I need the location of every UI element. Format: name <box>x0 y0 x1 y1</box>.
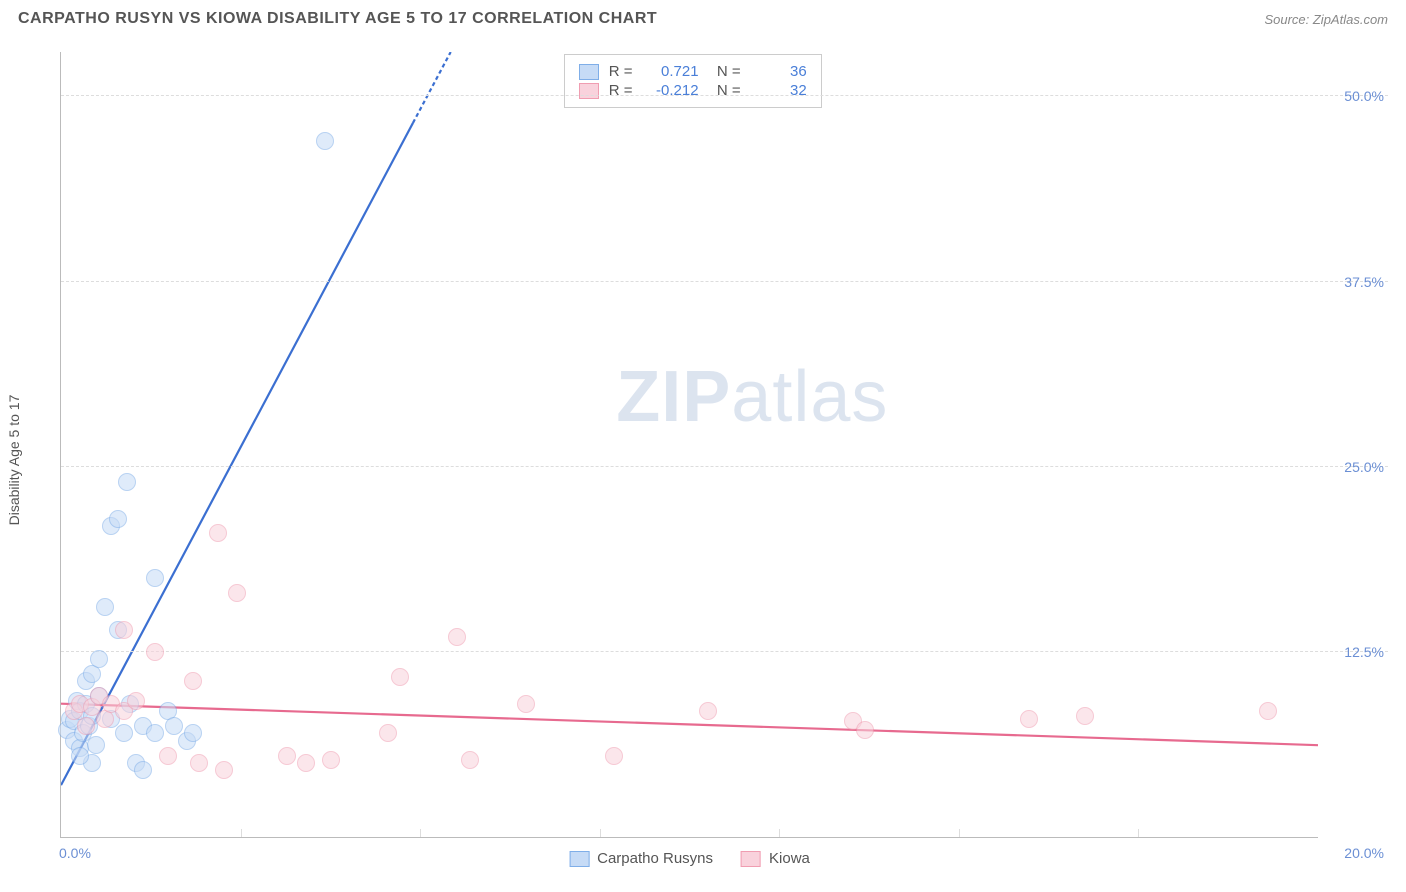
legend-swatch <box>741 851 761 867</box>
data-point <box>699 702 717 720</box>
data-point <box>517 695 535 713</box>
data-point <box>109 510 127 528</box>
data-point <box>190 754 208 772</box>
gridline-v <box>600 829 601 837</box>
data-point <box>448 628 466 646</box>
gridline-v <box>959 829 960 837</box>
data-point <box>215 761 233 779</box>
data-point <box>87 736 105 754</box>
data-point <box>209 524 227 542</box>
chart-title: CARPATHO RUSYN VS KIOWA DISABILITY AGE 5… <box>18 10 657 28</box>
x-axis-max-label: 20.0% <box>1344 845 1384 861</box>
legend-n-value: 36 <box>751 63 807 80</box>
data-point <box>322 751 340 769</box>
data-point <box>278 747 296 765</box>
data-point <box>159 747 177 765</box>
chart-area: Disability Age 5 to 17 ZIPatlas R =0.721… <box>18 40 1388 880</box>
legend-item: Carpatho Rusyns <box>569 850 713 867</box>
legend-n-value: 32 <box>751 82 807 99</box>
gridline-v <box>420 829 421 837</box>
data-point <box>1259 702 1277 720</box>
y-tick-label: 37.5% <box>1344 274 1384 290</box>
legend-r-value: -0.212 <box>643 82 699 99</box>
series-legend: Carpatho Rusyns Kiowa <box>569 850 810 867</box>
data-point <box>391 668 409 686</box>
gridline-v <box>779 829 780 837</box>
data-point <box>146 569 164 587</box>
gridline-v <box>241 829 242 837</box>
data-point <box>228 584 246 602</box>
source-label: Source: ZipAtlas.com <box>1264 12 1388 27</box>
gridline-h <box>61 281 1388 282</box>
data-point <box>90 650 108 668</box>
data-point <box>1076 707 1094 725</box>
y-axis-label: Disability Age 5 to 17 <box>6 395 22 526</box>
data-point <box>316 132 334 150</box>
data-point <box>297 754 315 772</box>
y-tick-label: 50.0% <box>1344 88 1384 104</box>
data-point <box>184 724 202 742</box>
legend-item: Kiowa <box>741 850 810 867</box>
data-point <box>461 751 479 769</box>
gridline-h <box>61 466 1388 467</box>
data-point <box>96 598 114 616</box>
data-point <box>115 621 133 639</box>
gridline-h <box>61 651 1388 652</box>
legend-label: Carpatho Rusyns <box>597 850 713 867</box>
data-point <box>134 761 152 779</box>
data-point <box>856 721 874 739</box>
trend-lines-svg <box>61 52 1318 837</box>
data-point <box>379 724 397 742</box>
gridline-v <box>1138 829 1139 837</box>
y-tick-label: 12.5% <box>1344 644 1384 660</box>
data-point <box>71 747 89 765</box>
legend-r-label: R = <box>609 82 633 99</box>
data-point <box>165 717 183 735</box>
legend-stat-row: R = -0.212 N = 32 <box>579 82 807 99</box>
x-axis-min-label: 0.0% <box>59 845 91 861</box>
data-point <box>115 724 133 742</box>
data-point <box>77 717 95 735</box>
legend-swatch <box>579 64 599 80</box>
data-point <box>127 692 145 710</box>
legend-swatch <box>569 851 589 867</box>
watermark: ZIPatlas <box>616 356 888 438</box>
correlation-legend: R = 0.721 N = 36 R = -0.212 N = 32 <box>564 54 822 108</box>
legend-n-label: N = <box>709 82 741 99</box>
data-point <box>605 747 623 765</box>
legend-n-label: N = <box>709 63 741 80</box>
legend-r-value: 0.721 <box>643 63 699 80</box>
data-point <box>118 473 136 491</box>
legend-label: Kiowa <box>769 850 810 867</box>
data-point <box>1020 710 1038 728</box>
data-point <box>146 643 164 661</box>
data-point <box>184 672 202 690</box>
plot-area: ZIPatlas R =0.721 N =36R =-0.212 N =32 C… <box>60 52 1318 838</box>
y-tick-label: 25.0% <box>1344 459 1384 475</box>
gridline-h <box>61 95 1388 96</box>
legend-stat-row: R = 0.721 N = 36 <box>579 63 807 80</box>
header: CARPATHO RUSYN VS KIOWA DISABILITY AGE 5… <box>0 0 1406 34</box>
legend-r-label: R = <box>609 63 633 80</box>
data-point <box>146 724 164 742</box>
